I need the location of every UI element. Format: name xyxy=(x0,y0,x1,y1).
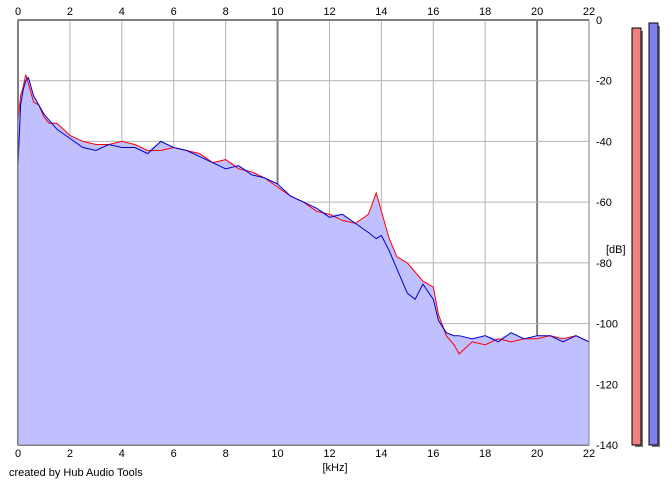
x-tick-label-bottom: 18 xyxy=(479,448,491,460)
x-tick-label-top: 6 xyxy=(171,6,177,18)
y-tick-label: 0 xyxy=(596,15,602,27)
x-tick-label-top: 10 xyxy=(271,6,283,18)
x-tick-label-top: 18 xyxy=(479,6,491,18)
x-tick-label-bottom: 22 xyxy=(583,448,595,460)
y-axis: 0 -20 -40 -60 -80 -100 -120 -140 xyxy=(596,15,618,452)
x-tick-label-top: 12 xyxy=(323,6,335,18)
x-tick-label-bottom: 16 xyxy=(427,448,439,460)
x-tick-label-top: 8 xyxy=(223,6,229,18)
y-tick-label: -120 xyxy=(596,379,618,391)
x-axis-label: [kHz] xyxy=(322,462,347,474)
x-tick-label-bottom: 4 xyxy=(119,448,125,460)
x-tick-label-top: 14 xyxy=(375,6,387,18)
x-tick-label-bottom: 0 xyxy=(15,448,21,460)
y-tick-label: -80 xyxy=(596,258,612,270)
y-tick-label: -60 xyxy=(596,197,612,209)
x-tick-label-top: 2 xyxy=(67,6,73,18)
y-tick-label: -20 xyxy=(596,76,612,88)
y-tick-label: -140 xyxy=(596,440,618,452)
x-tick-label-bottom: 14 xyxy=(375,448,387,460)
plot-frame xyxy=(17,19,590,446)
x-tick-label-top: 16 xyxy=(427,6,439,18)
x-axis-bottom: 0 2 4 6 8 10 12 14 16 18 20 22 xyxy=(15,448,595,460)
right-channel-meter xyxy=(648,22,660,447)
spectrum-fill xyxy=(18,74,589,445)
y-tick-label: -100 xyxy=(596,319,618,331)
y-axis-label: [dB] xyxy=(606,244,626,256)
x-tick-label-bottom: 2 xyxy=(67,448,73,460)
x-tick-label-top: 22 xyxy=(583,6,595,18)
plot-area xyxy=(17,19,590,446)
x-tick-label-bottom: 12 xyxy=(323,448,335,460)
x-tick-label-top: 4 xyxy=(119,6,125,18)
x-tick-label-bottom: 6 xyxy=(171,448,177,460)
x-axis-top: 0 2 4 6 8 10 12 14 16 18 20 22 xyxy=(15,6,595,18)
x-tick-label-bottom: 8 xyxy=(223,448,229,460)
x-tick-label-top: 20 xyxy=(531,6,543,18)
x-tick-label-top: 0 xyxy=(15,6,21,18)
left-channel-meter xyxy=(631,27,643,447)
x-tick-label-bottom: 20 xyxy=(531,448,543,460)
credit-text: created by Hub Audio Tools xyxy=(9,467,143,479)
right-channel-line xyxy=(17,76,590,343)
x-tick-label-bottom: 10 xyxy=(271,448,283,460)
y-tick-label: -40 xyxy=(596,136,612,148)
